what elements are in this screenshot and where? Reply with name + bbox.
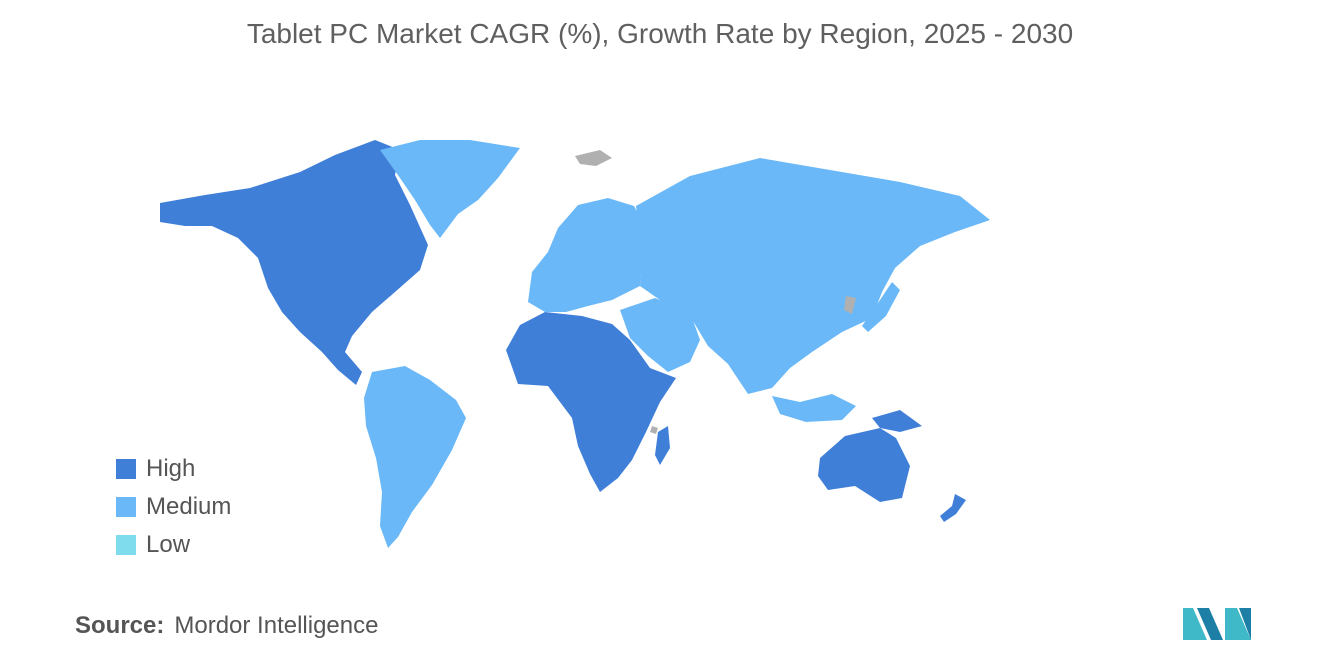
region-australia [818, 428, 910, 502]
region-asia [636, 158, 990, 394]
region-southeast-asia-islands [772, 394, 856, 422]
legend-swatch-medium [116, 497, 136, 517]
region-africa [506, 312, 676, 492]
region-south-america [364, 366, 466, 548]
region-korea-no-data [844, 296, 856, 314]
mordor-intelligence-logo-icon [1183, 608, 1251, 640]
legend-item-high: High [116, 450, 231, 488]
legend-item-medium: Medium [116, 488, 231, 526]
legend: High Medium Low [116, 450, 231, 564]
legend-label-medium: Medium [146, 493, 232, 520]
legend-swatch-low [116, 535, 136, 555]
source-note: Source: Mordor Intelligence [75, 612, 378, 640]
source-value: Mordor Intelligence [174, 612, 379, 639]
region-madagascar [655, 426, 670, 465]
region-new-zealand [940, 494, 966, 522]
region-middle-east [620, 298, 700, 372]
region-greenland [380, 140, 520, 238]
region-japan [862, 282, 900, 332]
region-north-america [160, 140, 428, 385]
world-map [160, 140, 990, 548]
region-svalbard-no-data [575, 150, 612, 166]
source-label: Source: [75, 612, 165, 639]
chart-title: Tablet PC Market CAGR (%), Growth Rate b… [246, 18, 1074, 49]
legend-label-low: Low [146, 531, 191, 558]
legend-swatch-high [116, 459, 136, 479]
region-europe [528, 198, 648, 312]
region-papua-new-guinea [872, 410, 922, 432]
legend-item-low: Low [116, 526, 231, 564]
legend-label-high: High [146, 455, 196, 482]
region-comoros-no-data [650, 426, 658, 434]
